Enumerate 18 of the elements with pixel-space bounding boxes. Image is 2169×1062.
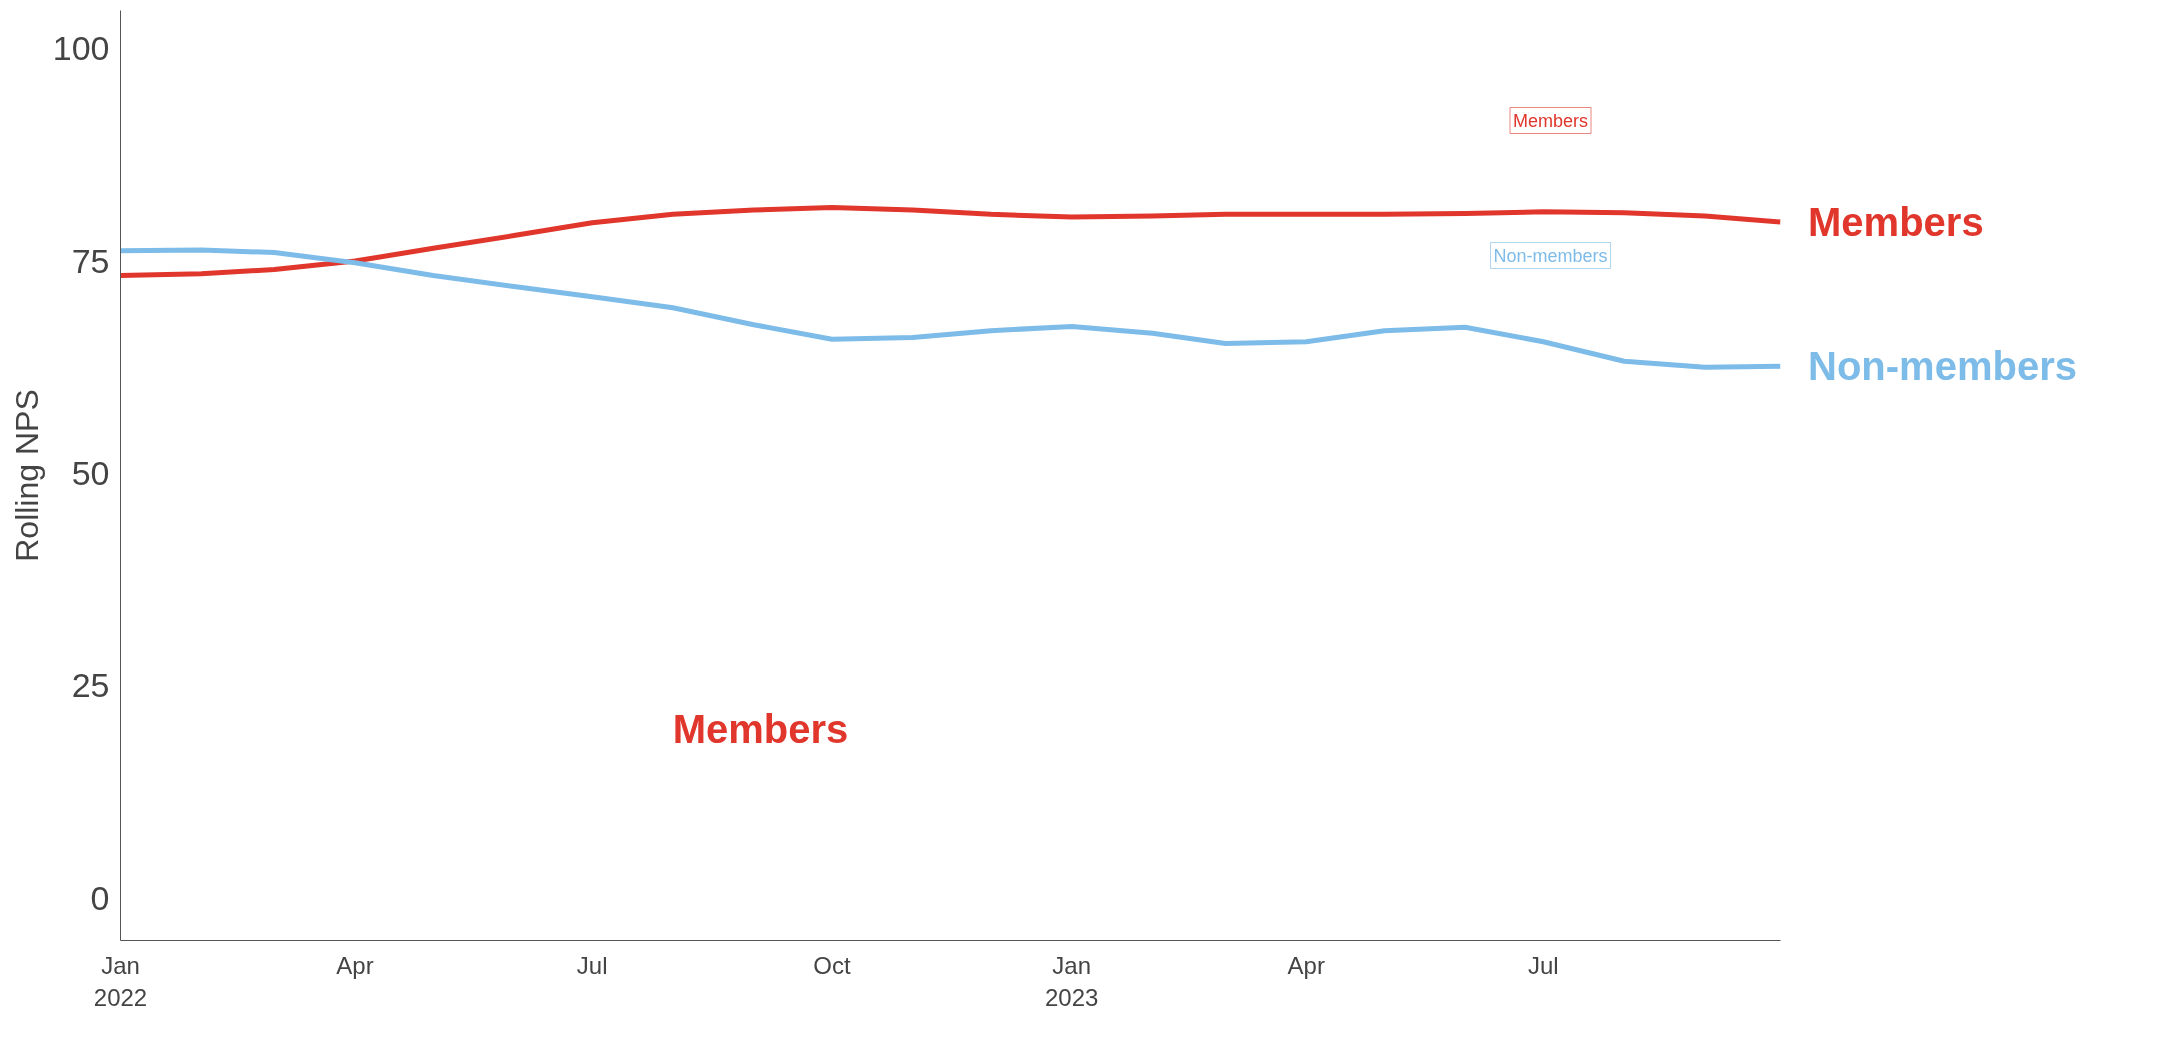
x-tick-label: Oct: [813, 951, 851, 979]
x-tick-label: Jan 2022: [93, 951, 148, 1011]
x-tick-label: Apr: [1287, 951, 1325, 979]
series-label: Members: [1808, 199, 1984, 244]
annotation: Non-members: [1493, 245, 1608, 266]
annotation: Members: [1512, 110, 1589, 131]
y-tick-label: 0: [90, 878, 110, 917]
y-tick-label: 25: [71, 666, 110, 705]
annotation: Members: [672, 706, 849, 751]
x-tick-label: Jul: [1528, 951, 1559, 979]
x-tick-label: Jan 2023: [1044, 951, 1099, 1011]
x-tick-label: Apr: [336, 951, 374, 979]
y-tick-label: 50: [71, 453, 110, 492]
y-axis-title: Rolling NPS: [8, 389, 45, 562]
y-tick-label: 75: [71, 241, 110, 280]
x-tick-label: Jul: [576, 951, 608, 979]
y-tick-label: 100: [52, 29, 110, 68]
series-label: Non-members: [1808, 344, 2077, 389]
